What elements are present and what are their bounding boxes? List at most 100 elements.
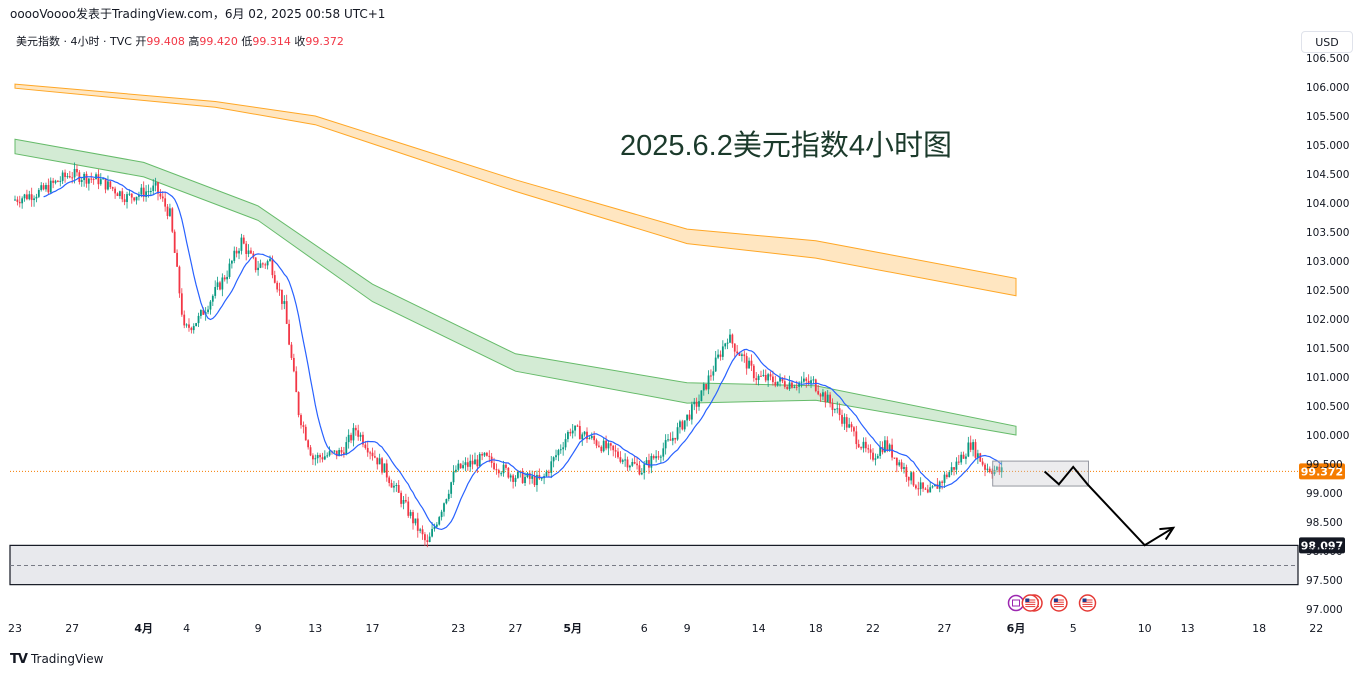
us-flag-icon[interactable] xyxy=(1050,594,1068,612)
chart-title: 2025.6.2美元指数4小时图 xyxy=(620,129,952,162)
candle-body xyxy=(528,473,531,479)
candle xyxy=(381,457,383,475)
open-label: 开 xyxy=(135,35,147,48)
candle-body xyxy=(524,477,526,484)
candle-body xyxy=(319,455,321,458)
candle-body xyxy=(602,440,605,452)
candle-body xyxy=(516,471,519,478)
candle-body xyxy=(130,193,133,198)
candle-body xyxy=(476,459,479,467)
candle-body xyxy=(347,434,350,443)
candle xyxy=(219,280,221,291)
candles xyxy=(14,162,1003,548)
candle xyxy=(569,428,572,437)
candle xyxy=(285,294,288,325)
us-flag-icon[interactable] xyxy=(1021,594,1040,612)
candle-body xyxy=(297,392,300,416)
candle-body xyxy=(388,477,391,484)
candle-body xyxy=(26,194,28,200)
candle-body xyxy=(321,457,324,460)
candle xyxy=(545,469,548,478)
candle-body xyxy=(893,457,896,459)
candle-body xyxy=(962,454,965,459)
candle-body xyxy=(910,472,913,481)
calendar-icon-body xyxy=(1012,599,1020,607)
candle xyxy=(195,322,198,327)
close-value: 99.372 xyxy=(305,35,344,48)
candle xyxy=(66,173,69,179)
candle-body xyxy=(807,380,810,384)
y-tick-label: 106.000 xyxy=(1306,82,1349,94)
candle xyxy=(359,432,362,442)
candle-body xyxy=(619,457,622,462)
candle xyxy=(974,439,977,460)
candle-body xyxy=(614,450,617,452)
candle xyxy=(483,452,486,457)
candle xyxy=(855,425,858,450)
candle xyxy=(659,454,662,464)
y-tick-label: 105.000 xyxy=(1306,140,1349,152)
candle xyxy=(149,187,152,197)
candle xyxy=(488,450,491,463)
candle xyxy=(531,470,534,484)
flag-canton xyxy=(1025,598,1030,602)
candle xyxy=(502,460,505,477)
candle-body xyxy=(335,450,338,457)
candle-body xyxy=(352,427,355,441)
ma-bands xyxy=(14,83,1017,436)
y-tick-label: 101.500 xyxy=(1306,343,1349,355)
candle-body xyxy=(97,174,100,185)
annotations xyxy=(992,460,1176,612)
candle xyxy=(40,182,43,192)
candle-body xyxy=(345,442,348,455)
candle xyxy=(626,456,629,472)
candle xyxy=(669,432,672,441)
candle-body xyxy=(738,353,741,356)
candle xyxy=(247,244,250,258)
support-zone-layer xyxy=(9,544,1299,586)
currency-button[interactable]: USD xyxy=(1301,31,1353,53)
candle-body xyxy=(598,445,600,447)
candle-body xyxy=(679,421,681,428)
candle-body xyxy=(850,424,853,428)
low-value: 99.314 xyxy=(252,35,291,48)
candle xyxy=(192,323,195,334)
candle-body xyxy=(764,374,767,381)
projection-arrowhead xyxy=(1159,526,1176,541)
candle-body xyxy=(831,403,834,410)
candle xyxy=(309,444,312,457)
candle xyxy=(752,364,755,382)
candle-body xyxy=(981,461,984,465)
candle xyxy=(612,445,615,457)
candle-body xyxy=(283,301,286,304)
candle-body xyxy=(762,374,765,376)
candle xyxy=(869,444,872,460)
candle xyxy=(424,532,426,546)
candle-body xyxy=(261,263,264,265)
flag-canton xyxy=(1082,598,1087,602)
candle xyxy=(228,258,231,279)
candle xyxy=(991,468,994,479)
candle-body xyxy=(111,187,114,189)
footer-brand[interactable]: TV TradingView xyxy=(10,650,103,668)
calendar-icon[interactable] xyxy=(1007,594,1025,612)
candle xyxy=(464,457,467,472)
candle xyxy=(631,458,634,468)
symbol-name[interactable]: 美元指数 · 4小时 · TVC xyxy=(16,35,132,48)
candle-body xyxy=(557,450,560,456)
candle xyxy=(831,398,834,417)
candle xyxy=(536,470,538,492)
candle xyxy=(917,481,920,496)
candle-body xyxy=(202,310,205,315)
candle xyxy=(23,193,26,202)
support-price-label: 98.097 xyxy=(1301,539,1343,552)
candle-body xyxy=(659,456,662,458)
candle xyxy=(905,464,908,482)
us-flag-icon[interactable] xyxy=(1078,594,1097,612)
candle xyxy=(931,485,934,489)
candle-body xyxy=(552,457,555,462)
candle xyxy=(698,394,700,411)
candle-body xyxy=(121,191,124,200)
candle xyxy=(822,388,824,401)
